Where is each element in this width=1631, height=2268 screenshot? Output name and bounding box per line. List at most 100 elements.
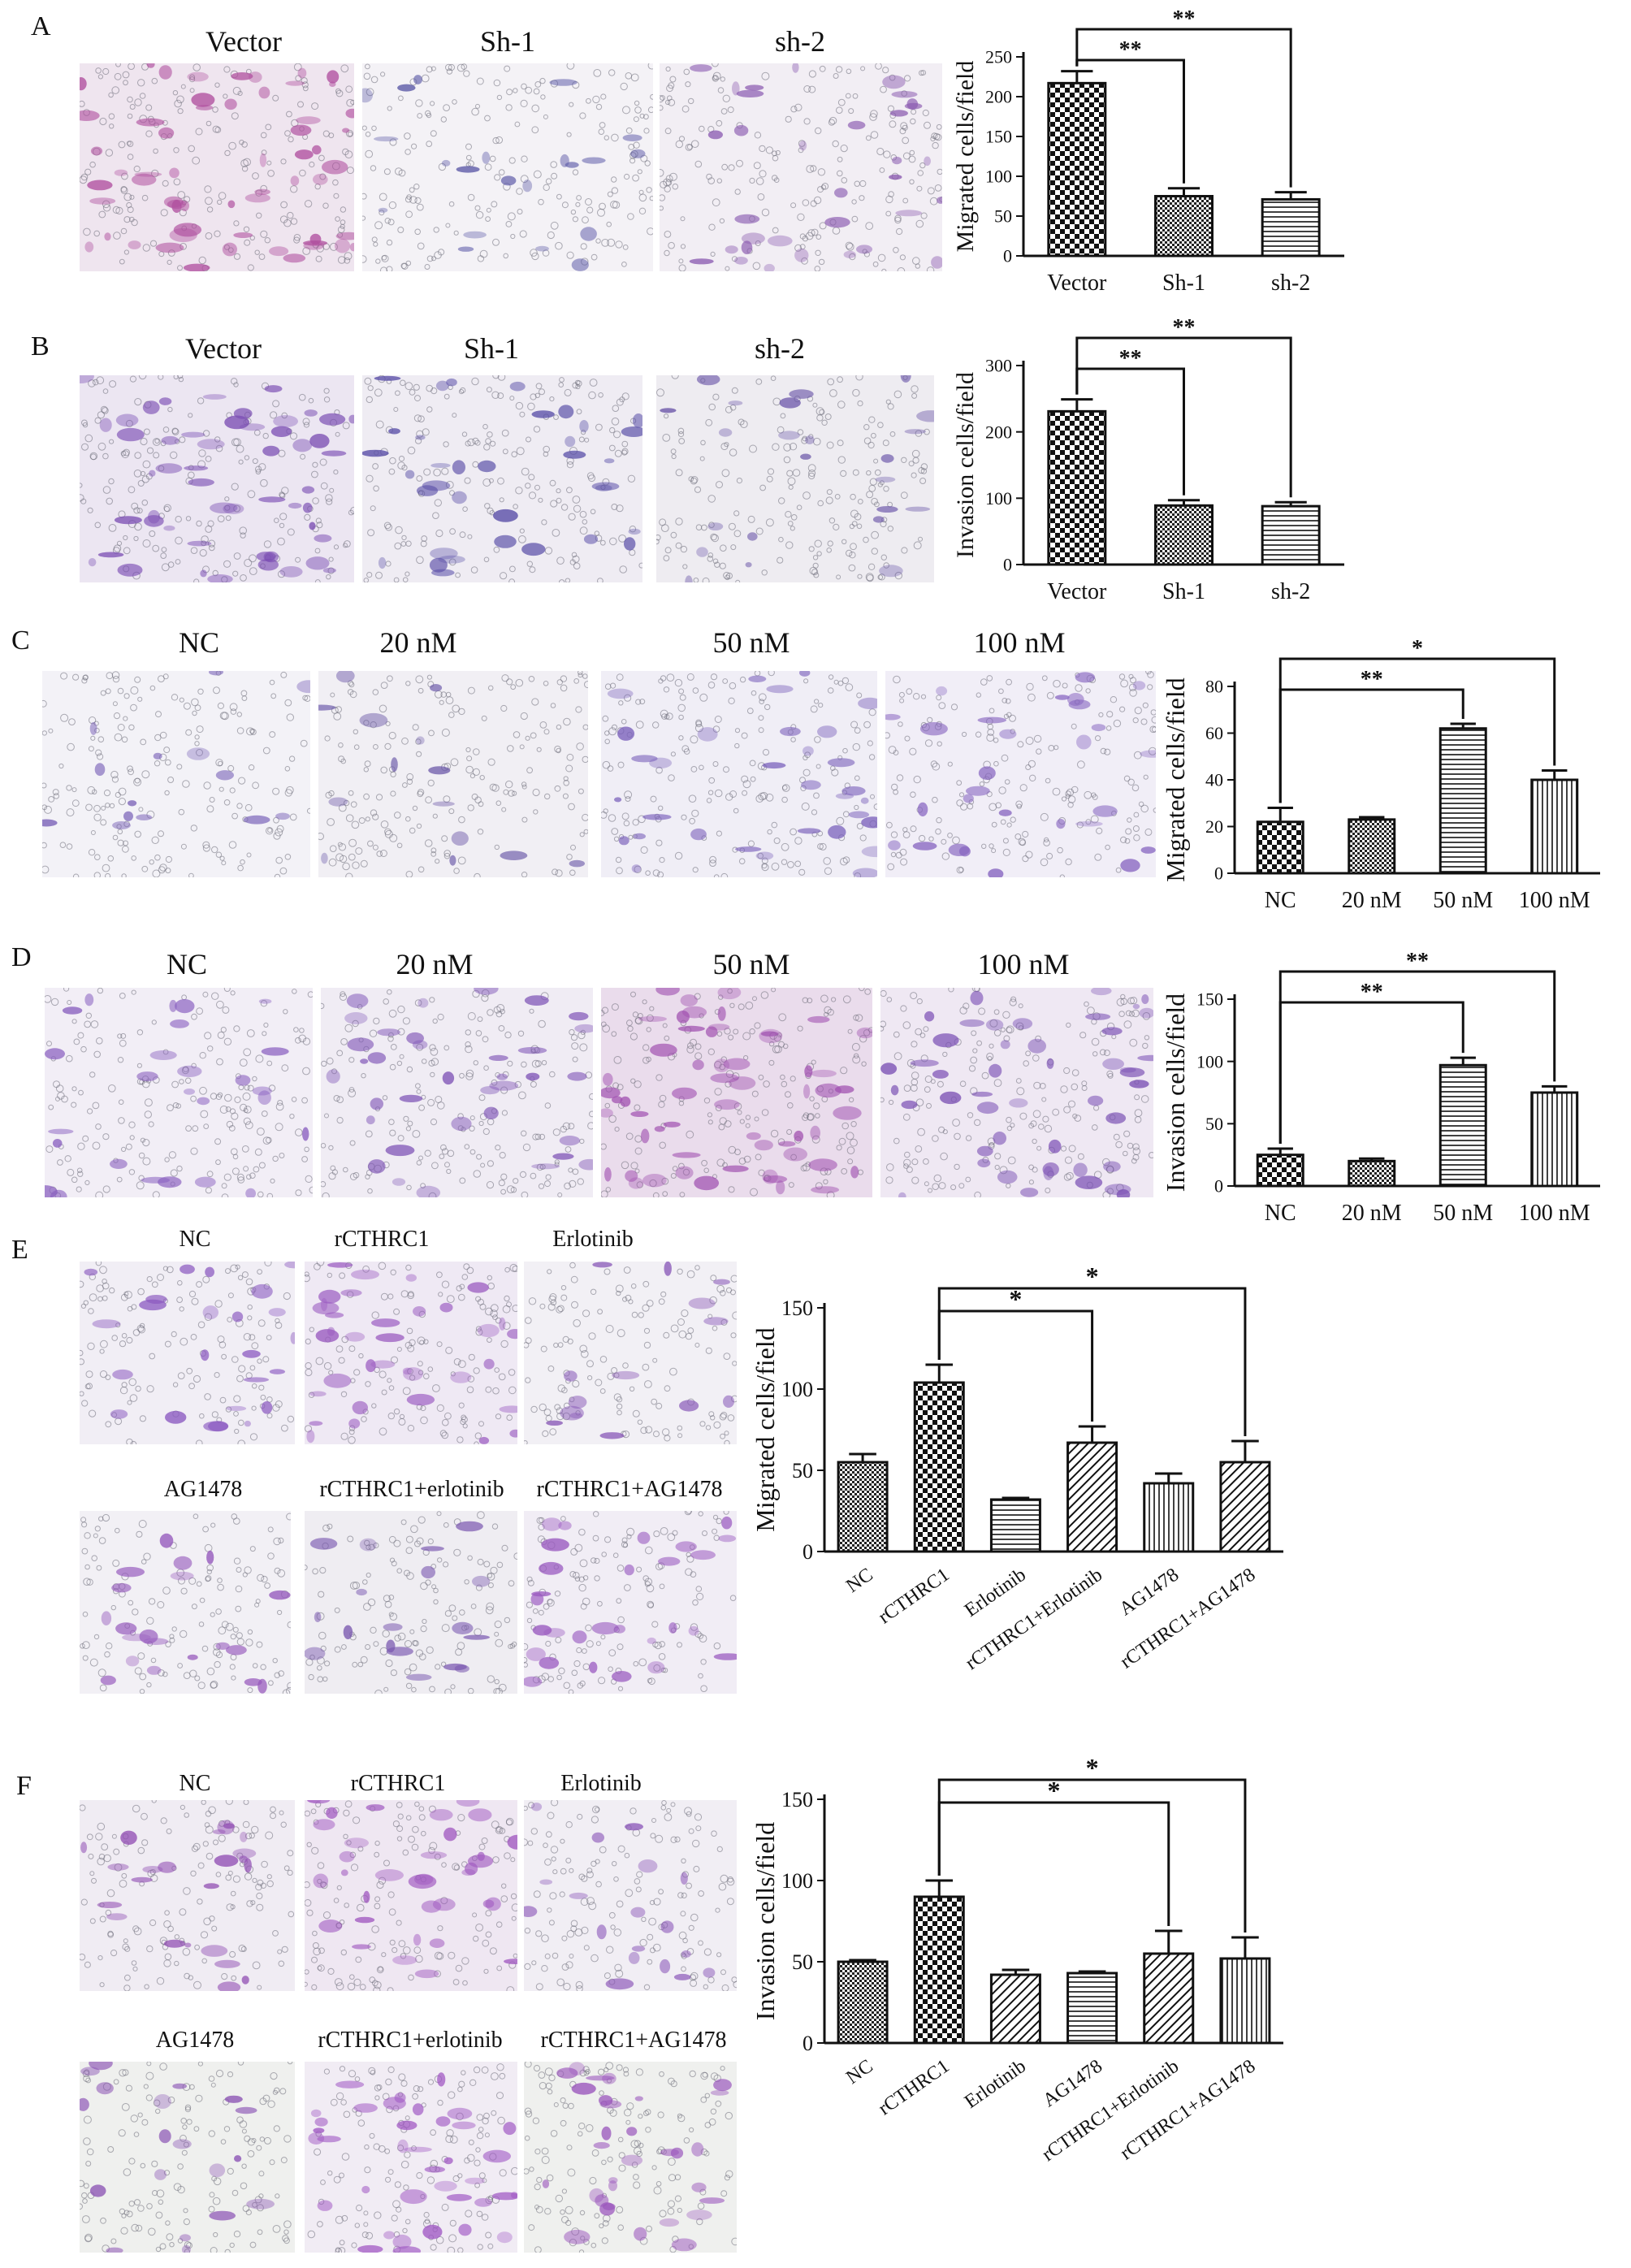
micrograph xyxy=(45,988,313,1197)
image-caption: 20 nM xyxy=(396,948,474,980)
image-caption: Erlotinib xyxy=(552,1227,634,1252)
chart-plot-area: 0 20 40 60 80 Migrated cells/field NC 20 nM 50 n… xyxy=(1161,636,1600,913)
significance-label: * xyxy=(1086,1753,1099,1782)
y-tick-label: 60 xyxy=(1205,723,1223,743)
significance-label: ** xyxy=(1361,980,1383,1005)
y-tick-label: 100 xyxy=(985,488,1012,509)
x-tick-label: Sh-1 xyxy=(1162,579,1205,604)
micrograph xyxy=(362,375,642,582)
x-tick-label: 20 nM xyxy=(1342,1201,1402,1226)
x-tick-label: NC xyxy=(1265,1201,1296,1226)
y-tick-label: 0 xyxy=(803,1540,813,1564)
y-tick-label: 0 xyxy=(1214,1176,1223,1197)
x-tick-label: Vector xyxy=(1047,579,1107,604)
significance-bracket xyxy=(1278,1001,1464,1144)
y-tick-label: 80 xyxy=(1205,677,1223,697)
bar xyxy=(837,1461,889,1553)
image-caption: sh-2 xyxy=(755,332,805,365)
bar xyxy=(1154,504,1214,566)
x-tick-label: 100 nM xyxy=(1519,1201,1590,1226)
micrograph xyxy=(305,1511,517,1694)
micrograph xyxy=(305,2062,517,2253)
y-tick-label: 250 xyxy=(985,47,1012,67)
bar-chart: 0 100 200 300 Invasion cells/field Vector Sh-1… xyxy=(952,315,1344,604)
y-axis-label: Invasion cells/field xyxy=(1161,993,1190,1192)
panel-letter: B xyxy=(31,331,50,361)
bar xyxy=(913,1381,965,1553)
y-axis-label: Migrated cells/field xyxy=(952,61,979,253)
image-caption: rCTHRC1 xyxy=(350,1771,446,1796)
bar xyxy=(1047,81,1107,258)
image-caption: Vector xyxy=(205,25,282,58)
micrograph xyxy=(524,1511,737,1694)
significance-label: * xyxy=(1086,1262,1099,1291)
image-caption: NC xyxy=(166,948,207,980)
y-axis-label: Migrated cells/field xyxy=(751,1327,780,1531)
x-tick-label: rCTHRC1 xyxy=(875,1565,954,1629)
bar xyxy=(1066,1972,1118,2045)
y-tick-label: 0 xyxy=(1003,246,1012,266)
x-tick-label: AG1478 xyxy=(1116,1565,1183,1621)
bar-chart: 0 20 40 60 80 Migrated cells/field NC 20 nM 50 n… xyxy=(1161,636,1600,913)
y-tick-label: 150 xyxy=(985,127,1012,147)
image-caption: NC xyxy=(179,1227,211,1252)
image-caption: 100 nM xyxy=(973,626,1066,659)
bar xyxy=(1143,1952,1195,2045)
image-caption: 50 nM xyxy=(712,948,790,980)
x-tick-label: NC xyxy=(842,1565,876,1597)
bar xyxy=(1438,727,1487,875)
micrograph xyxy=(42,671,310,877)
micrograph xyxy=(80,1511,291,1694)
image-caption: rCTHRC1 xyxy=(334,1227,430,1252)
y-tick-label: 150 xyxy=(781,1788,813,1811)
micrograph xyxy=(80,1262,295,1444)
bar xyxy=(913,1895,965,2045)
image-caption: 50 nM xyxy=(712,626,790,659)
image-caption: rCTHRC1+AG1478 xyxy=(536,1477,723,1502)
bar xyxy=(1530,778,1579,875)
significance-bracket xyxy=(937,1778,1247,1933)
panel-letter: E xyxy=(11,1235,28,1265)
significance-bracket xyxy=(937,1801,1170,1926)
bar xyxy=(1066,1441,1118,1553)
image-caption: Sh-1 xyxy=(479,25,535,58)
bar xyxy=(1154,195,1214,258)
y-tick-label: 50 xyxy=(792,1459,813,1482)
significance-label: * xyxy=(1009,1284,1022,1314)
bar-chart: 0 50 100 150 Invasion cells/field NC 20 nM 50 n… xyxy=(1161,949,1600,1226)
panel-letter: A xyxy=(31,11,51,41)
micrograph xyxy=(318,671,588,877)
y-tick-label: 200 xyxy=(985,87,1012,107)
x-tick-label: NC xyxy=(1265,888,1296,913)
image-caption: 100 nM xyxy=(977,948,1070,980)
micrograph xyxy=(524,1262,737,1444)
bar xyxy=(1261,504,1321,566)
bar xyxy=(1219,1461,1271,1553)
micrograph xyxy=(80,1800,295,1991)
y-tick-label: 100 xyxy=(781,1378,813,1401)
significance-label: * xyxy=(1412,636,1423,661)
y-tick-label: 150 xyxy=(781,1296,813,1320)
y-tick-label: 100 xyxy=(781,1869,813,1893)
y-tick-label: 100 xyxy=(1196,1051,1223,1071)
bar xyxy=(1219,1957,1271,2045)
x-tick-label: 50 nM xyxy=(1433,888,1493,913)
bar xyxy=(1047,409,1107,566)
micrograph xyxy=(880,988,1153,1197)
bar xyxy=(1256,820,1304,875)
x-tick-label: Sh-1 xyxy=(1162,271,1205,296)
bar-chart: 0 50 100 150 200 250 Migrated cells/field Vecto… xyxy=(952,6,1344,296)
bar xyxy=(1348,818,1396,875)
micrograph xyxy=(305,1262,517,1444)
significance-bracket xyxy=(937,1287,1247,1436)
image-caption: NC xyxy=(178,626,219,659)
y-tick-label: 50 xyxy=(1205,1114,1223,1134)
x-tick-label: rCTHRC1+Erlotinib xyxy=(1038,2056,1183,2166)
image-caption: Vector xyxy=(185,332,262,365)
x-tick-label: 50 nM xyxy=(1433,1201,1493,1226)
bar xyxy=(1256,1153,1304,1188)
significance-label: ** xyxy=(1361,667,1383,692)
